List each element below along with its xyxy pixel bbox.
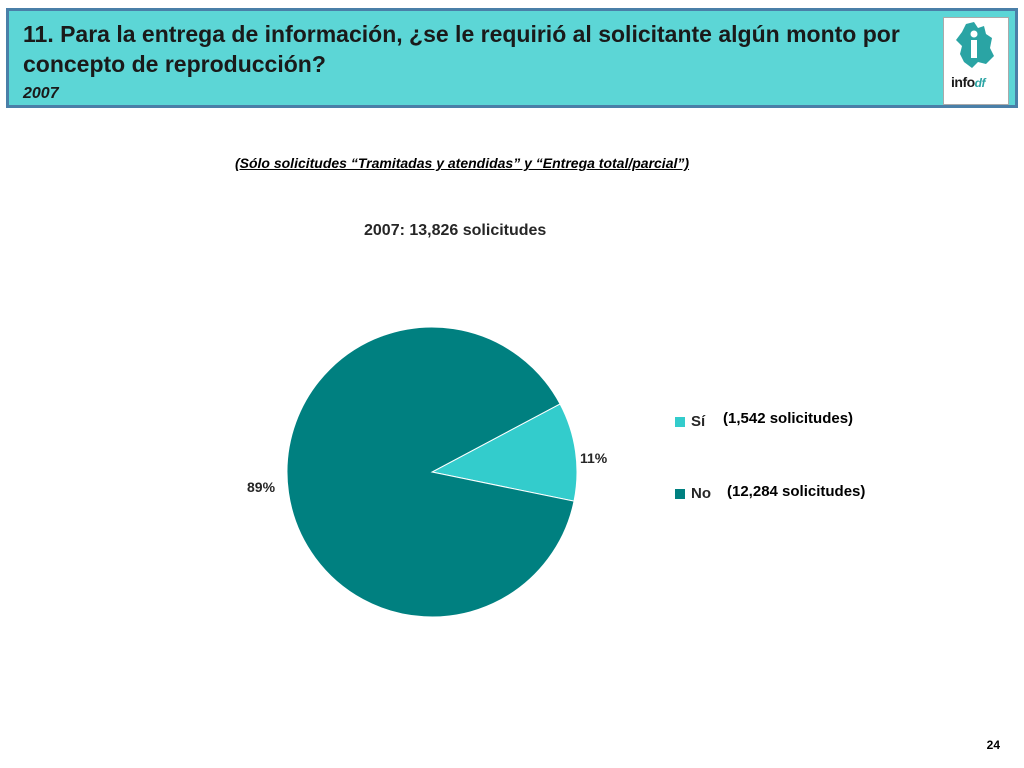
map-icon — [956, 22, 994, 68]
infodf-logo: infodf — [943, 17, 1009, 105]
legend-swatch-si — [675, 416, 685, 427]
slide-header: 11. Para la entrega de información, ¿se … — [6, 8, 1018, 108]
logo-wordmark: infodf — [951, 74, 986, 90]
legend-item-no: No — [675, 485, 711, 502]
pie-label-no: 89% — [247, 479, 276, 495]
pie-slice-si — [430, 403, 578, 502]
legend-count-si: (1,542 solicitudes) — [723, 410, 854, 427]
chart-title: 2007: 13,826 solicitudes — [364, 222, 547, 239]
chart-subtitle: (Sólo solicitudes “Tramitadas y atendida… — [234, 155, 690, 171]
legend-count-no: (12,284 solicitudes) — [727, 483, 866, 500]
legend-label-no: No — [691, 485, 711, 502]
slide-year: 2007 — [23, 85, 59, 102]
legend-label-si: Sí — [691, 413, 706, 430]
slide-title: 11. Para la entrega de información, ¿se … — [23, 21, 900, 77]
legend-item-si: Sí — [675, 413, 705, 430]
pie-slice-no — [286, 326, 575, 618]
legend-swatch-no — [675, 488, 685, 499]
page-number: 24 — [986, 738, 1000, 752]
pie-label-si: 11% — [580, 450, 608, 466]
